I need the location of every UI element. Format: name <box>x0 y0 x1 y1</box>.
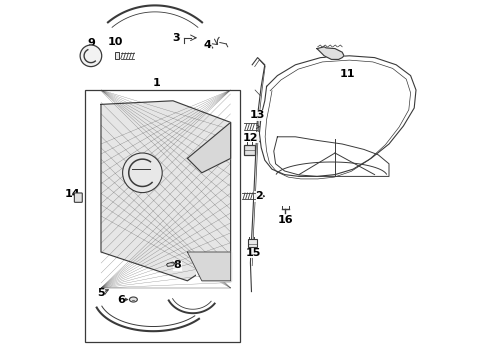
Text: 8: 8 <box>174 260 182 270</box>
Text: 13: 13 <box>249 110 265 120</box>
FancyBboxPatch shape <box>244 145 255 155</box>
Polygon shape <box>167 262 175 266</box>
Circle shape <box>122 153 162 193</box>
Text: 6: 6 <box>117 294 125 305</box>
Text: 11: 11 <box>340 69 355 79</box>
FancyBboxPatch shape <box>74 193 82 202</box>
Polygon shape <box>187 252 231 281</box>
Text: 14: 14 <box>65 189 81 199</box>
Text: 3: 3 <box>173 33 180 43</box>
Bar <box>85 90 240 342</box>
Polygon shape <box>317 47 344 59</box>
Polygon shape <box>101 101 231 281</box>
Text: 15: 15 <box>245 248 261 258</box>
Text: 16: 16 <box>277 215 293 225</box>
Text: 1: 1 <box>153 78 161 88</box>
Text: 9: 9 <box>87 38 95 48</box>
Text: 2: 2 <box>255 191 263 201</box>
Text: 7: 7 <box>196 269 204 279</box>
Text: 12: 12 <box>243 132 259 143</box>
Circle shape <box>80 45 102 67</box>
FancyBboxPatch shape <box>248 239 257 247</box>
Polygon shape <box>187 122 231 173</box>
Bar <box>115 52 120 59</box>
Text: 4: 4 <box>203 40 211 50</box>
Ellipse shape <box>129 297 137 302</box>
Text: 10: 10 <box>108 37 123 48</box>
Text: 5: 5 <box>97 288 105 298</box>
